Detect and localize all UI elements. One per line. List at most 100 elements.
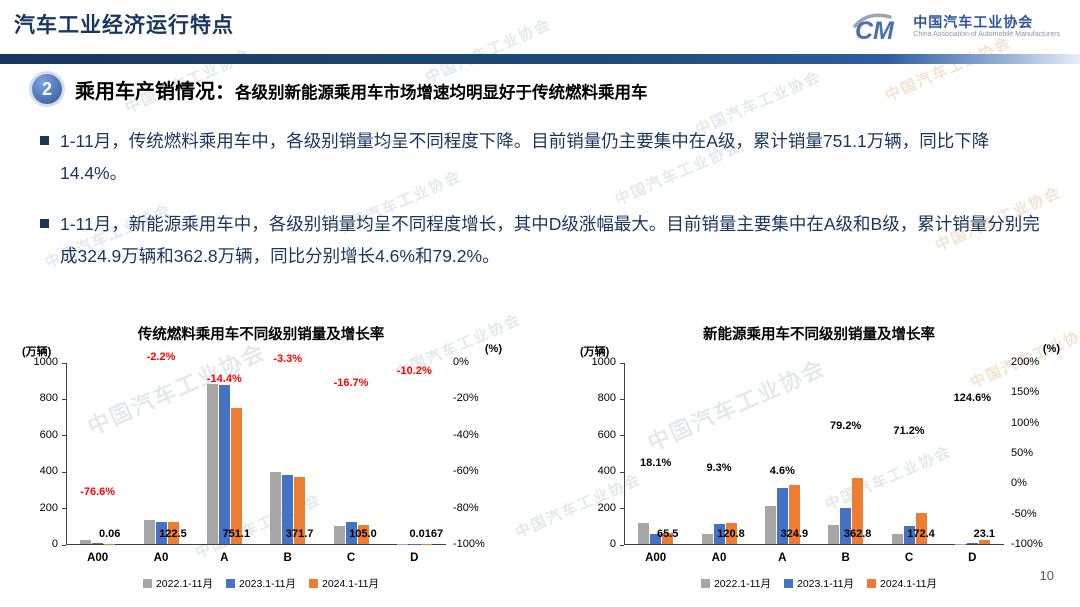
x-axis-category-label: A [778,551,787,564]
page-title: 汽车工业经济运行特点 [14,14,234,37]
right-axis-unit-label: (%) [1042,342,1060,355]
bar [294,476,306,545]
bar [420,543,432,545]
legend-swatch-icon [700,578,710,588]
y-axis-tick-mark [620,435,624,437]
y-axis-right-tick-label: 0% [453,356,469,368]
y-axis-tick-mark [620,471,624,473]
x-axis-category-label: A00 [645,551,667,564]
x-axis-category-label: B [841,551,850,564]
y-axis-left-tick-label: 200 [597,501,616,514]
bar [725,522,737,545]
section-title: 乘用车产销情况： [75,80,235,103]
right-axis-unit-label: (%) [484,342,502,355]
legend-label: 2022.1-11月 [713,577,771,590]
y-axis-right-tick-label: -80% [453,501,479,514]
bar [345,521,357,545]
bar [954,543,966,545]
growth-rate-label: 124.6% [953,392,991,405]
bar [978,540,990,545]
x-axis-category-label: C [904,551,914,564]
bar [408,543,420,545]
y-axis-tick-mark [62,508,66,510]
caam-logo-icon: CM [853,13,895,44]
slide-content: 汽车工业经济运行特点 CM 中国汽车工业协会 China Association… [0,10,1080,591]
y-axis-left-tick-label: 800 [597,392,616,405]
bar-value-label: 0.0167 [409,527,444,540]
legend-label: 2022.1-11月 [155,577,213,590]
bar [852,478,864,545]
header-divider-bar [0,54,1080,64]
growth-rate-label: -14.4% [206,372,242,385]
bar-value-label: 362.8 [843,527,872,540]
legend-swatch-icon [309,578,318,588]
bar [80,540,92,545]
growth-rate-label: 9.3% [706,462,732,475]
bar [155,521,167,545]
bar [282,474,294,545]
x-axis-category-label: D [410,551,419,564]
y-axis-tick-mark [620,508,624,510]
legend-item: 2024.1-11月 [309,576,379,591]
charts-row: 传统燃料乘用车不同级别销量及增长率 (万辆) (%) 1000 800 600 400 200… [0,323,1080,591]
growth-rate-label: 18.1% [640,456,672,469]
y-axis-right-tick-label: -40% [453,428,479,441]
bar [206,383,218,545]
legend-item: 2024.1-11月 [867,576,937,591]
section-number-badge: 2 [32,74,62,104]
growth-rate-label: 4.6% [769,465,795,478]
bar [638,522,650,545]
bar [104,543,116,545]
y-axis-right-tick-label: 150% [1011,386,1040,399]
bar [776,487,788,545]
growth-rate-label: -3.3% [273,352,303,365]
bar-value-label: 0.06 [98,527,121,540]
x-axis-category-label: A0 [711,551,727,564]
bar-value-label: 122.5 [159,527,187,540]
bar [915,513,927,545]
y-axis-right-tick-label: 100% [1011,416,1040,429]
growth-rate-label: -10.2% [396,365,432,378]
growth-rate-label: -2.2% [146,350,176,363]
bullet-text: 1-11月，传统燃料乘用车中，各级别销量均呈不同程度下降。目前销量仍主要集中在A… [60,131,990,184]
y-axis-left-tick-label: 400 [39,465,58,478]
section-title-group: 乘用车产销情况：各级别新能源乘用车市场增速均明显好于传统燃料乘用车 [75,75,648,104]
y-axis-tick-mark [62,544,66,546]
legend-swatch-icon [225,578,235,588]
bar [764,506,776,545]
y-axis-right-tick-label: 50% [1011,447,1034,459]
bullet-square-icon [40,136,49,145]
y-axis-tick-mark [620,362,624,364]
legend-item: 2023.1-11月 [783,576,854,591]
caam-logo-text: 中国汽车工业协会 China Association of Automobile… [913,14,1060,39]
bar [270,471,282,545]
bullet-item: 1-11月，传统燃料乘用车中，各级别销量均呈不同程度下降。目前销量仍主要集中在A… [40,125,1040,190]
caam-logo-mark: CM [855,17,895,44]
growth-rate-label: -16.7% [333,376,369,389]
bar [840,507,852,545]
bar [701,534,713,545]
caam-logo: CM 中国汽车工业协会 China Association of Automob… [852,10,1060,44]
legend-label: 2024.1-11月 [322,577,380,590]
y-axis-left-tick-label: 600 [39,428,58,441]
bar-value-label: 105.0 [349,527,377,540]
x-axis-category-label: A0 [153,551,169,564]
bar [903,526,915,545]
legend-item: 2022.1-11月 [142,576,213,591]
legend-item: 2023.1-11月 [225,576,296,591]
bar [167,522,179,545]
bar-value-label: 65.5 [656,527,679,540]
bar-value-label: 751.1 [222,527,251,540]
y-axis-tick-mark [620,544,624,546]
bar [713,524,725,545]
bullet-square-icon [40,218,49,228]
x-axis-category-label: A [220,551,229,564]
bar [650,534,662,545]
bullet-list: 1-11月，传统燃料乘用车中，各级别销量均呈不同程度下降。目前销量仍主要集中在A… [40,125,1040,273]
chart-legend: 2022.1-11月 2023.1-11月 2024.1-11月 [574,576,1064,591]
section-subtitle: 各级别新能源乘用车市场增速均明显好于传统燃料乘用车 [235,83,648,102]
chart-legend: 2022.1-11月 2023.1-11月 2024.1-11月 [16,576,506,591]
y-axis-right-tick-label: -100% [1011,538,1043,550]
bar-value-label: 172.4 [907,527,935,540]
